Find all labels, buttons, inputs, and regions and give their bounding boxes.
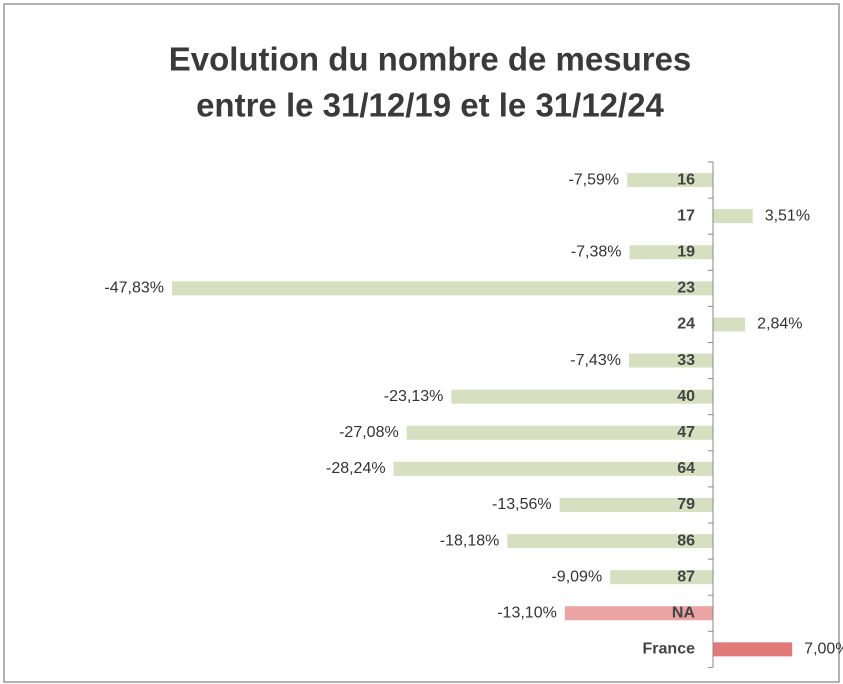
category-label: 40 (677, 388, 695, 405)
chart-title: entre le 31/12/19 et le 31/12/24 (196, 87, 664, 124)
value-label: -13,10% (497, 604, 557, 621)
chart-title: Evolution du nombre de mesures (169, 41, 692, 78)
value-label: -13,56% (492, 496, 552, 513)
value-label: -7,59% (568, 171, 619, 188)
category-label: 23 (677, 280, 695, 297)
category-label: 87 (677, 568, 695, 585)
category-label: 86 (677, 532, 695, 549)
category-label: France (643, 641, 696, 658)
bar (507, 534, 713, 549)
category-label: 64 (677, 460, 695, 477)
category-label: 47 (677, 424, 695, 441)
value-label: -7,43% (570, 352, 621, 369)
bar (393, 461, 713, 476)
category-label: NA (672, 604, 696, 621)
value-label: 3,51% (765, 207, 810, 224)
bar (451, 389, 713, 404)
value-label: -18,18% (440, 532, 500, 549)
bar (564, 606, 713, 621)
bar (629, 245, 713, 260)
value-label: -9,09% (551, 568, 602, 585)
value-label: -23,13% (384, 388, 444, 405)
frame (3, 3, 840, 683)
category-label: 19 (677, 243, 695, 260)
bar (406, 425, 713, 440)
bar (610, 570, 713, 585)
value-label: -28,24% (326, 460, 386, 477)
category-label: 24 (677, 316, 695, 333)
bar (172, 281, 713, 296)
value-label: 2,84% (757, 316, 802, 333)
category-label: 16 (677, 171, 695, 188)
value-label: -47,83% (104, 280, 164, 297)
category-label: 79 (677, 496, 695, 513)
bar (713, 317, 746, 332)
category-label: 33 (677, 352, 695, 369)
value-label: -7,38% (571, 243, 622, 260)
bar (627, 173, 713, 188)
bar (559, 497, 713, 512)
value-label: 7,00% (804, 641, 843, 658)
bar (713, 209, 753, 224)
bar (628, 353, 713, 368)
value-label: -27,08% (339, 424, 399, 441)
bar (713, 642, 793, 657)
category-label: 17 (677, 207, 695, 224)
